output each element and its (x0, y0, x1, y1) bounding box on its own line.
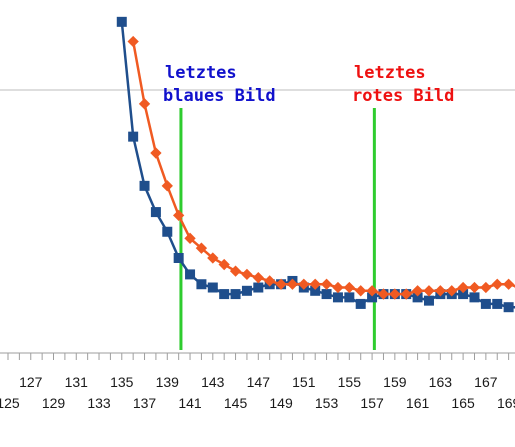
data-point (139, 180, 150, 191)
x-tick-label: 157 (360, 395, 384, 411)
data-point (286, 278, 299, 290)
x-tick-label: 145 (224, 395, 248, 411)
data-point (468, 281, 481, 294)
x-tick-label: 155 (338, 374, 362, 390)
data-point (423, 295, 434, 306)
x-tick-label: 143 (201, 374, 225, 390)
x-tick-label: 127 (19, 374, 43, 390)
data-point (241, 285, 252, 296)
data-point (275, 278, 287, 290)
data-point (138, 98, 151, 110)
x-tick-label: 159 (383, 374, 407, 390)
data-point (207, 282, 218, 293)
x-tick-label: 161 (406, 395, 430, 411)
data-point (377, 288, 390, 300)
data-point (173, 253, 184, 263)
data-point (469, 292, 480, 303)
data-point (195, 242, 208, 254)
data-point (241, 268, 253, 281)
data-point (150, 207, 161, 218)
data-point (344, 292, 355, 303)
x-tick-label: 169 (497, 395, 515, 411)
data-point (127, 35, 139, 48)
x-axis-tick-labels: 1271311351391431471511551591631671711251… (0, 374, 515, 411)
data-point (321, 289, 332, 300)
x-tick-label: 149 (269, 395, 293, 411)
data-point (162, 226, 173, 237)
data-point (332, 281, 344, 294)
x-axis-ticks (7, 353, 510, 360)
data-point (230, 289, 241, 300)
x-tick-label: 163 (429, 374, 453, 390)
x-tick-label: 165 (451, 395, 475, 411)
data-point (298, 278, 310, 290)
data-point (458, 289, 469, 300)
data-point (355, 285, 367, 297)
data-point (218, 258, 230, 271)
data-point (355, 298, 366, 309)
x-tick-label: 147 (247, 374, 271, 390)
data-point (412, 292, 423, 303)
data-point (173, 209, 185, 222)
data-point (161, 180, 173, 192)
data-point (332, 292, 343, 303)
data-point (320, 278, 333, 290)
x-tick-label: 139 (156, 374, 180, 390)
data-point (150, 147, 162, 159)
marker-lines (179, 108, 376, 350)
data-point (207, 252, 219, 264)
data-point (411, 285, 424, 297)
data-point (446, 285, 458, 297)
annotation-red-line2: rotes Bild (352, 86, 454, 106)
data-point (457, 281, 469, 294)
x-tick-label: 135 (110, 374, 134, 390)
annotation-blue-line1: letztes (165, 63, 237, 83)
x-tick-label: 131 (65, 374, 89, 390)
data-point (366, 285, 378, 297)
data-point (116, 16, 127, 27)
data-point (310, 285, 321, 296)
data-point (219, 289, 230, 300)
data-point (128, 131, 139, 142)
data-point (196, 279, 207, 290)
x-tick-label: 137 (133, 395, 157, 411)
x-tick-label: 129 (42, 395, 66, 411)
series-layer (116, 16, 515, 313)
x-tick-label: 167 (474, 374, 498, 390)
data-point (502, 278, 515, 290)
data-point (253, 282, 264, 293)
data-point (367, 292, 378, 303)
data-point (480, 298, 491, 309)
annotation-blue-line2: blaues Bild (163, 86, 276, 106)
x-tick-label: 141 (178, 395, 202, 411)
data-point (229, 265, 242, 277)
x-tick-label: 125 (0, 395, 20, 411)
data-point (184, 232, 196, 244)
data-point (400, 288, 412, 300)
annotation-red-line1: letztes (354, 63, 426, 83)
data-point (423, 285, 435, 297)
data-point (264, 275, 276, 287)
data-point (434, 285, 447, 297)
data-point (491, 278, 503, 290)
data-point (252, 272, 264, 284)
data-point (309, 278, 321, 290)
data-point (492, 298, 503, 309)
x-tick-label: 153 (315, 395, 339, 411)
x-tick-label: 133 (87, 395, 111, 411)
data-point (389, 288, 401, 300)
x-tick-label: 151 (292, 374, 316, 390)
data-point (503, 302, 514, 313)
data-point (343, 281, 355, 294)
data-point (185, 269, 196, 280)
data-point (480, 281, 492, 294)
